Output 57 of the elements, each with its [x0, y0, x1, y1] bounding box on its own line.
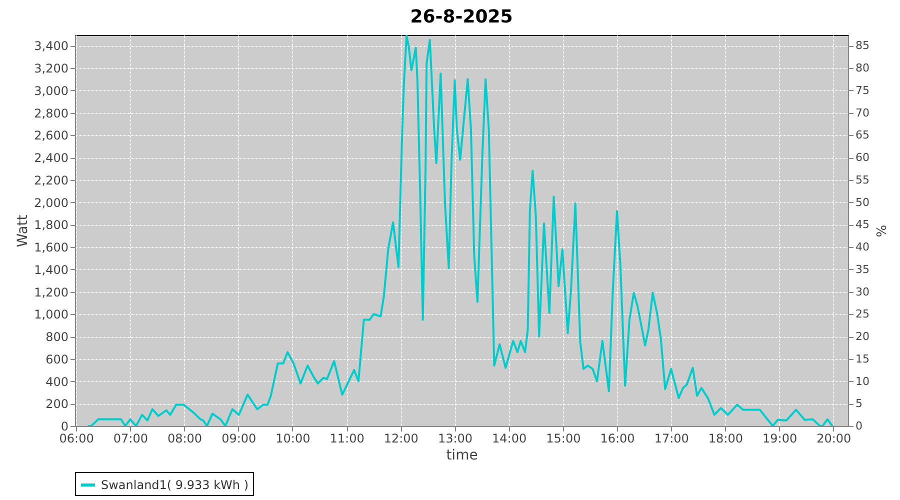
- x-tick-label: 15:00: [546, 432, 581, 446]
- y2-tick-label: 75: [856, 84, 870, 97]
- y-tick-label: 1,600: [34, 240, 68, 254]
- y-tick-label: 800: [46, 330, 68, 344]
- y2-tick-label: 30: [856, 285, 870, 298]
- y2-tick-label: 45: [856, 218, 870, 232]
- y-tick-label: 0: [60, 420, 68, 434]
- x-tick-label: 13:00: [438, 432, 473, 446]
- y2-tick-label: 0: [856, 420, 862, 432]
- y-tick-label: 2,400: [34, 151, 68, 165]
- y2-axis-title: %: [872, 224, 888, 238]
- y-tick-label: 400: [46, 374, 68, 389]
- y-tick-label: 1,800: [34, 218, 68, 232]
- x-tick-label: 10:00: [276, 432, 310, 446]
- y-tick-label: 200: [46, 397, 68, 412]
- x-tick-label: 09:00: [222, 432, 256, 446]
- x-tick-label: 12:00: [384, 432, 418, 446]
- y-tick-label: 3,400: [34, 39, 68, 54]
- y2-tick-label: 50: [856, 196, 870, 209]
- y2-tick-label: 65: [856, 128, 870, 142]
- chart-title: 26-8-2025: [410, 6, 513, 28]
- x-tick-label: 06:00: [59, 432, 94, 446]
- y-axis-title: Watt: [15, 214, 32, 248]
- y2-tick-label: 40: [856, 240, 870, 254]
- y2-tick-label: 70: [856, 106, 870, 120]
- y-tick-label: 2,200: [34, 173, 68, 188]
- y-tick-label: 3,000: [34, 84, 68, 98]
- line-series: [88, 35, 834, 426]
- y2-tick-label: 15: [856, 352, 870, 366]
- y2-tick-label: 10: [856, 374, 870, 388]
- y2-tick-label: 5: [856, 397, 862, 410]
- y2-tick-label: 80: [856, 62, 870, 75]
- y-tick-label: 3,200: [34, 62, 68, 76]
- legend-label: Swanland1( 9.933 kWh ): [101, 478, 249, 492]
- y2-tick-label: 20: [856, 330, 870, 344]
- x-tick-label: 14:00: [492, 432, 527, 446]
- x-tick-label: 18:00: [708, 432, 744, 446]
- x-tick-label: 11:00: [330, 432, 364, 446]
- y-tick-label: 2,600: [34, 128, 68, 143]
- x-tick-label: 07:00: [113, 432, 148, 446]
- y-tick-label: 1,200: [34, 285, 68, 300]
- y-tick-label: 600: [46, 352, 68, 366]
- y2-tick-label: 55: [856, 173, 870, 186]
- x-tick-label: 16:00: [600, 432, 635, 446]
- x-tick-label: 17:00: [654, 432, 689, 446]
- x-tick-label: 08:00: [167, 432, 202, 446]
- y2-tick-label: 25: [856, 308, 870, 321]
- x-tick-label: 20:00: [816, 432, 852, 446]
- y2-tick-label: 35: [856, 262, 870, 276]
- x-tick-label: 19:00: [762, 432, 798, 446]
- y-tick-label: 2,800: [34, 106, 68, 120]
- y-tick-label: 1,400: [34, 262, 68, 277]
- y2-tick-label: 60: [856, 151, 870, 164]
- y-tick-label: 1,000: [34, 308, 68, 322]
- y2-tick-label: 85: [856, 39, 870, 52]
- y-tick-label: 2,000: [34, 196, 68, 210]
- x-axis-title: time: [446, 448, 478, 464]
